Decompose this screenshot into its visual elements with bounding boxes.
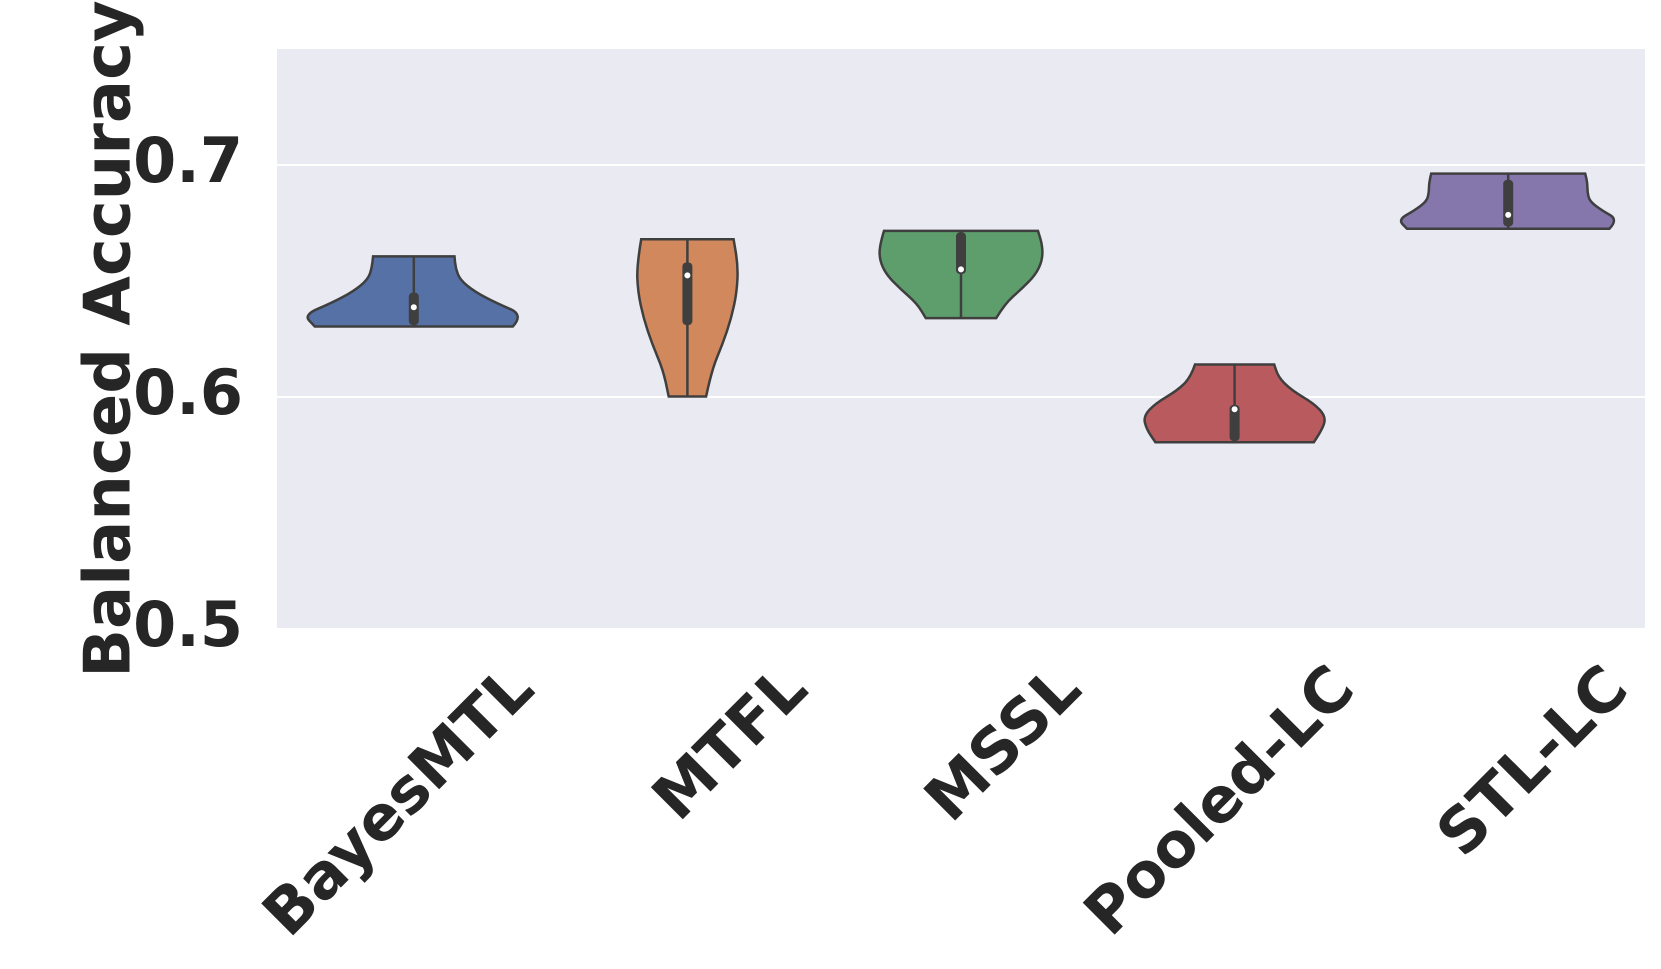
median-dot: [1505, 211, 1512, 218]
plot-background: [277, 49, 1645, 629]
median-dot: [410, 304, 417, 311]
x-tick-label: Pooled-LC: [1070, 651, 1368, 949]
x-tick-label: MTFL: [638, 651, 821, 834]
median-dot: [684, 272, 691, 279]
iqr-box: [682, 262, 693, 326]
median-dot: [958, 266, 964, 273]
x-tick-label: BayesMTL: [248, 651, 547, 950]
y-tick-label: 0.5: [133, 588, 243, 661]
y-tick-label: 0.6: [133, 356, 243, 429]
iqr-box: [1229, 404, 1240, 442]
iqr-box: [1503, 179, 1514, 227]
x-tick-label: MSSL: [910, 651, 1094, 835]
y-axis-label: Balanced Accuracy: [72, 0, 146, 677]
y-tick-label: 0.7: [133, 124, 243, 197]
median-dot: [1231, 406, 1238, 413]
x-tick-label: STL-LC: [1422, 651, 1641, 870]
iqr-box: [956, 232, 966, 275]
